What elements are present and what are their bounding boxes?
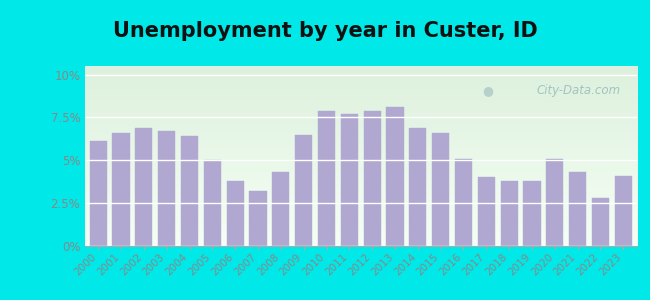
Bar: [615, 176, 632, 246]
Bar: [181, 136, 198, 246]
Bar: [500, 181, 517, 246]
Bar: [318, 111, 335, 246]
Bar: [523, 181, 541, 246]
Bar: [432, 133, 449, 246]
Bar: [569, 172, 586, 246]
Bar: [158, 131, 176, 246]
Text: Unemployment by year in Custer, ID: Unemployment by year in Custer, ID: [112, 21, 538, 41]
Bar: [272, 172, 289, 246]
Bar: [478, 177, 495, 246]
Bar: [112, 133, 129, 246]
Bar: [410, 128, 426, 246]
Bar: [204, 160, 221, 246]
Bar: [455, 159, 472, 246]
Bar: [363, 111, 381, 246]
Bar: [387, 107, 404, 246]
Bar: [250, 191, 266, 246]
Text: ●: ●: [482, 84, 493, 97]
Bar: [135, 128, 152, 246]
Bar: [227, 181, 244, 246]
Bar: [546, 159, 564, 246]
Bar: [295, 135, 312, 246]
Bar: [90, 141, 107, 246]
Bar: [341, 114, 358, 246]
Text: City-Data.com: City-Data.com: [536, 84, 620, 97]
Bar: [592, 198, 609, 246]
